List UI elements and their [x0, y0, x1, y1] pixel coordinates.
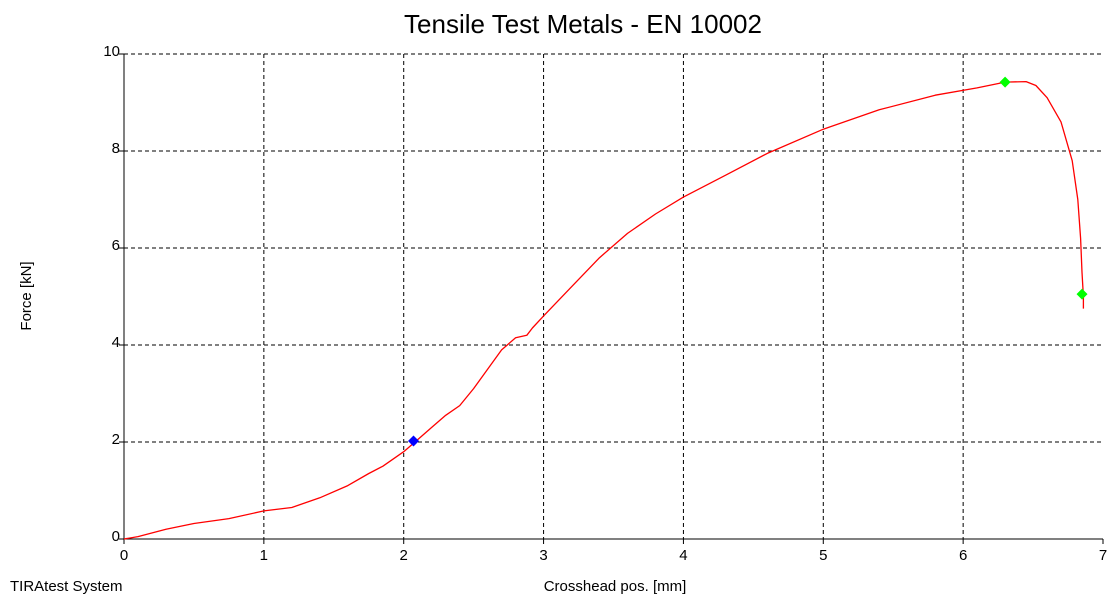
data-point-marker: [408, 435, 420, 447]
x-tick-label: 4: [679, 547, 687, 564]
x-tick-label: 3: [539, 547, 547, 564]
marker-layer: [408, 76, 1088, 447]
y-tick-label: 2: [112, 431, 120, 448]
grid-lines: [124, 53, 1103, 539]
x-tick-label: 2: [400, 547, 408, 564]
data-point-marker: [999, 76, 1011, 88]
x-tick-label: 1: [260, 547, 268, 564]
series-line: [123, 80, 1085, 540]
chart-title: Tensile Test Metals - EN 10002: [404, 9, 762, 39]
y-tick-label: 4: [112, 334, 120, 351]
series-layer: [123, 80, 1085, 540]
x-tick-label: 0: [120, 547, 128, 564]
system-label: TIRAtest System: [10, 578, 123, 595]
y-tick-label: 10: [103, 43, 120, 60]
x-tick-label: 7: [1099, 547, 1107, 564]
x-tick-label: 6: [959, 547, 967, 564]
y-tick-label: 0: [112, 528, 120, 545]
plot-frame: [119, 53, 1104, 544]
y-tick-label: 6: [112, 237, 120, 254]
tick-labels: 0 1 2 3 4 5 6 7 0 2 4 6 8 10: [103, 43, 1107, 564]
data-point-marker: [1076, 288, 1088, 300]
x-axis-label: Crosshead pos. [mm]: [544, 578, 687, 595]
y-tick-label: 8: [112, 140, 120, 157]
x-tick-label: 5: [819, 547, 827, 564]
y-axis-label: Force [kN]: [18, 261, 35, 330]
